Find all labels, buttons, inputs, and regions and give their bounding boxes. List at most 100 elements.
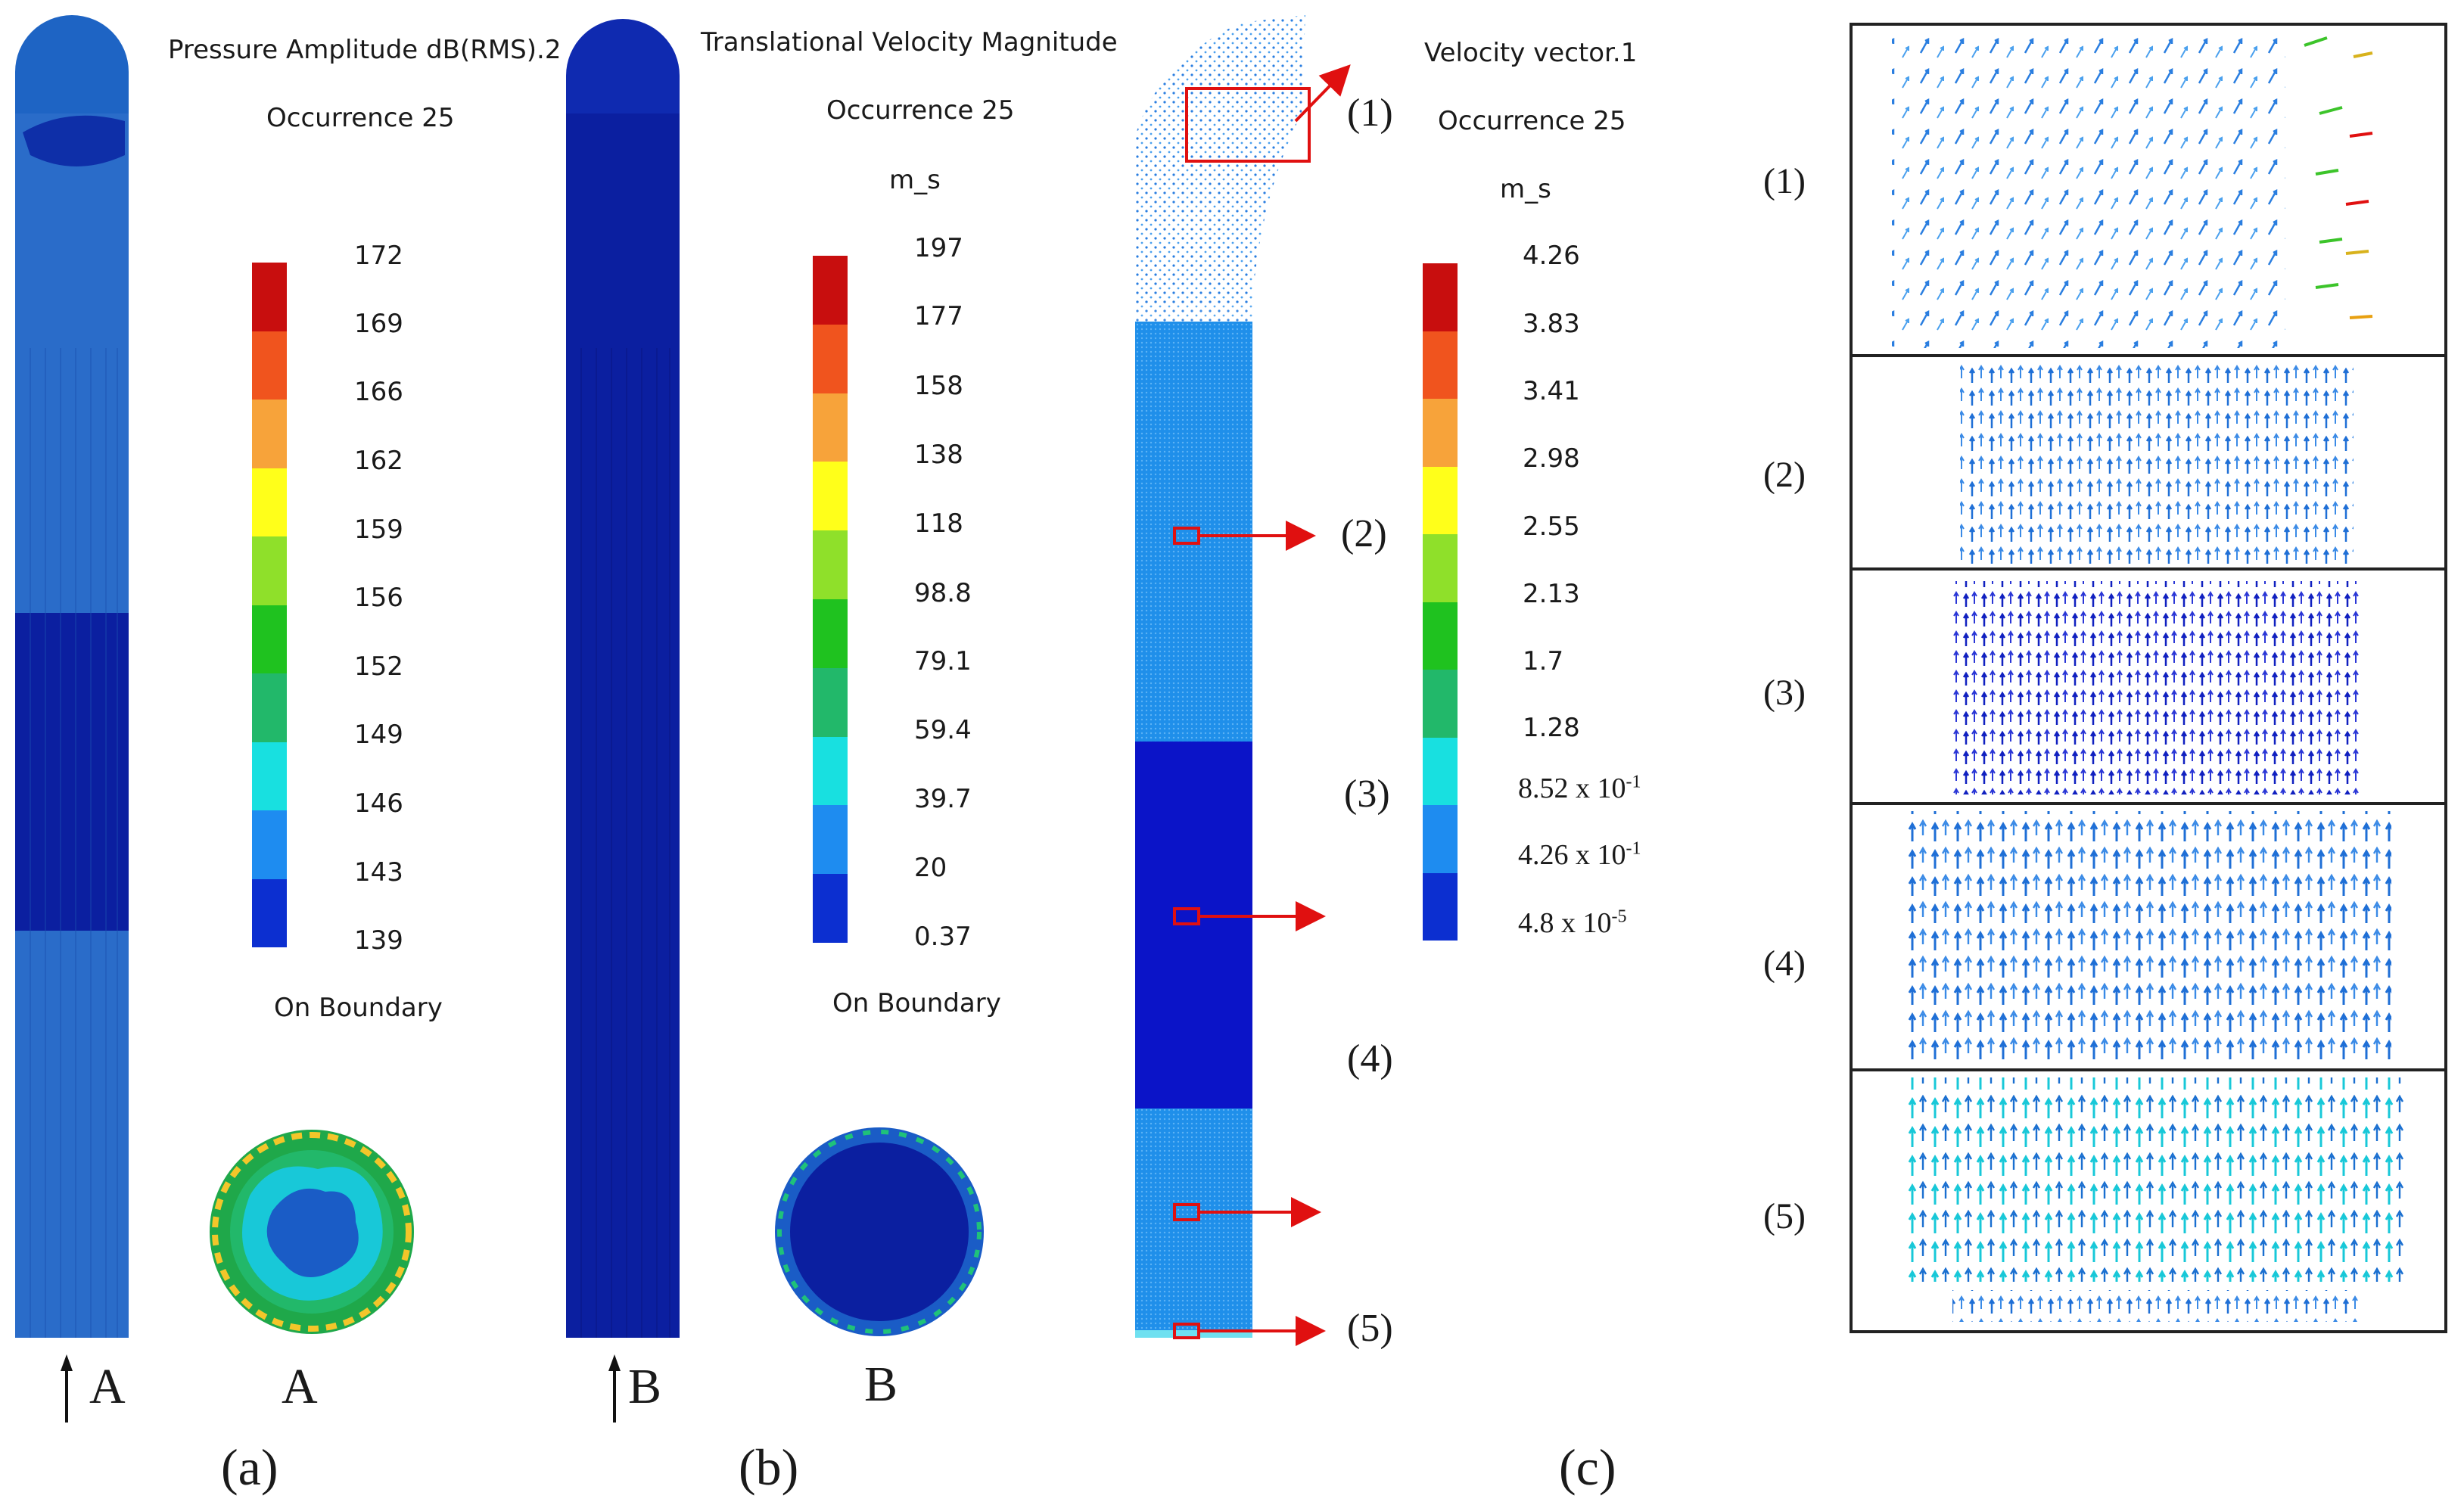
panel-b-tick: 118 — [914, 508, 963, 539]
panel-a-colorbar — [252, 263, 287, 947]
region-label-3: (3) — [1344, 773, 1390, 816]
panel-b-tick: 98.8 — [914, 578, 972, 608]
panel-a-tick: 172 — [354, 241, 403, 271]
colorbar-a-band — [252, 263, 287, 331]
panel-c-tick: 3.83 — [1523, 309, 1580, 339]
colorbar-b-band — [813, 324, 848, 393]
colorbar-c-band — [1423, 602, 1458, 670]
panel-a-boundary: On Boundary — [274, 993, 443, 1023]
panel-a-tick: 152 — [354, 651, 403, 682]
panel-b-section-label: B — [864, 1357, 898, 1412]
inset-label-3: (3) — [1763, 673, 1806, 713]
inset-frame-4 — [1850, 802, 2447, 1071]
column-light-lower — [1135, 1108, 1252, 1338]
panel-b-tick: 0.37 — [914, 922, 972, 952]
colorbar-c-band — [1423, 331, 1458, 399]
colorbar-c-band — [1423, 534, 1458, 602]
colorbar-b-band — [813, 462, 848, 531]
panel-a-tick: 139 — [354, 925, 403, 956]
colorbar-b-band — [813, 736, 848, 806]
region-box-5 — [1173, 1323, 1200, 1339]
colorbar-b-band — [813, 256, 848, 325]
inset-label-4: (4) — [1763, 944, 1806, 984]
panel-b-unit: m_s — [889, 165, 941, 195]
colorbar-c-band — [1423, 670, 1458, 738]
transition-band — [1135, 295, 1252, 325]
colorbar-c-band — [1423, 466, 1458, 534]
panel-c-tick: 4.26 — [1523, 241, 1580, 271]
colorbar-b-band — [813, 393, 848, 462]
colorbar-a-band — [252, 331, 287, 400]
inset-label-2: (2) — [1763, 455, 1806, 495]
panel-a-tick: 143 — [354, 857, 403, 888]
colorbar-c-band — [1423, 263, 1458, 331]
inset-frame-1 — [1850, 23, 2447, 357]
region-label-1: (1) — [1347, 92, 1393, 135]
inset-label-5: (5) — [1763, 1196, 1806, 1236]
panel-b-occurrence: Occurrence 25 — [826, 95, 1015, 126]
pipe-a-cap-shadow — [23, 115, 125, 166]
colorbar-a-band — [252, 810, 287, 879]
colorbar-a-band — [252, 468, 287, 536]
colorbar-c-band — [1423, 872, 1458, 941]
panel-a-tick: 146 — [354, 788, 403, 819]
inset-frame-5 — [1850, 1068, 2447, 1333]
colorbar-b-band — [813, 874, 848, 943]
panel-a-tick: 166 — [354, 377, 403, 407]
panel-b-boundary: On Boundary — [832, 988, 1001, 1018]
pipe-a-upper — [15, 106, 129, 613]
panel-c-tick: 3.41 — [1523, 376, 1580, 406]
pipe-b-body — [566, 76, 680, 1338]
panel-c-sci-tick: 4.26 x 10-1 — [1518, 838, 1641, 872]
panel-a-arrow-label: A — [89, 1359, 126, 1414]
pipe-a-middle — [15, 613, 129, 931]
colorbar-a-band — [252, 673, 287, 742]
panel-c-tick: 2.13 — [1523, 579, 1580, 609]
colorbar-b-band — [813, 667, 848, 737]
colorbar-c-band — [1423, 805, 1458, 873]
panel-a-section-label: A — [282, 1359, 318, 1414]
panel-a-tick: 156 — [354, 583, 403, 613]
colorbar-b-band — [813, 599, 848, 668]
panel-a-tick: 162 — [354, 446, 403, 476]
panel-c-caption: (c) — [1559, 1438, 1616, 1496]
panel-b-tick: 138 — [914, 440, 963, 470]
sci-tick-exponent: -1 — [1626, 772, 1641, 792]
panel-a-caption: (a) — [221, 1438, 278, 1496]
inset-frame-3 — [1850, 567, 2447, 805]
sci-tick-exponent: -5 — [1611, 906, 1627, 927]
section-b-graphic — [775, 1127, 984, 1336]
panel-b-colorbar — [813, 256, 848, 943]
panel-c-occurrence: Occurrence 25 — [1438, 106, 1626, 136]
region-box-4 — [1173, 1203, 1200, 1221]
panel-a-tick: 149 — [354, 720, 403, 750]
region-label-4: (4) — [1347, 1037, 1393, 1080]
sci-tick-mantissa: 4.8 x 10 — [1518, 907, 1612, 939]
colorbar-c-band — [1423, 399, 1458, 467]
region-box-1 — [1185, 87, 1311, 163]
sci-tick-exponent: -1 — [1626, 838, 1641, 859]
colorbar-b-band — [813, 805, 848, 875]
sci-tick-mantissa: 8.52 x 10 — [1518, 773, 1626, 804]
panel-b-tick: 79.1 — [914, 646, 972, 676]
colorbar-b-band — [813, 530, 848, 599]
section-a-graphic — [210, 1130, 414, 1334]
inset-label-1: (1) — [1763, 161, 1806, 201]
colorbar-a-band — [252, 536, 287, 605]
panel-b-tick: 197 — [914, 233, 963, 263]
region-arrow-1 — [1294, 64, 1351, 123]
panel-b-tick: 20 — [914, 853, 947, 883]
panel-c-sci-tick: 8.52 x 10-1 — [1518, 772, 1641, 805]
panel-c-tick: 2.55 — [1523, 511, 1580, 542]
inset-frame-2 — [1850, 354, 2447, 571]
colorbar-c-band — [1423, 737, 1458, 805]
region-label-5: (5) — [1347, 1307, 1393, 1350]
panel-b-tick: 177 — [914, 301, 963, 331]
column-dark — [1135, 742, 1252, 1108]
panel-b-tick: 158 — [914, 371, 963, 401]
colorbar-a-band — [252, 400, 287, 468]
panel-b-tick: 39.7 — [914, 784, 972, 814]
spray-region — [1135, 15, 1305, 303]
panel-b-arrow-label: B — [628, 1359, 662, 1414]
panel-a-occurrence: Occurrence 25 — [266, 103, 455, 133]
